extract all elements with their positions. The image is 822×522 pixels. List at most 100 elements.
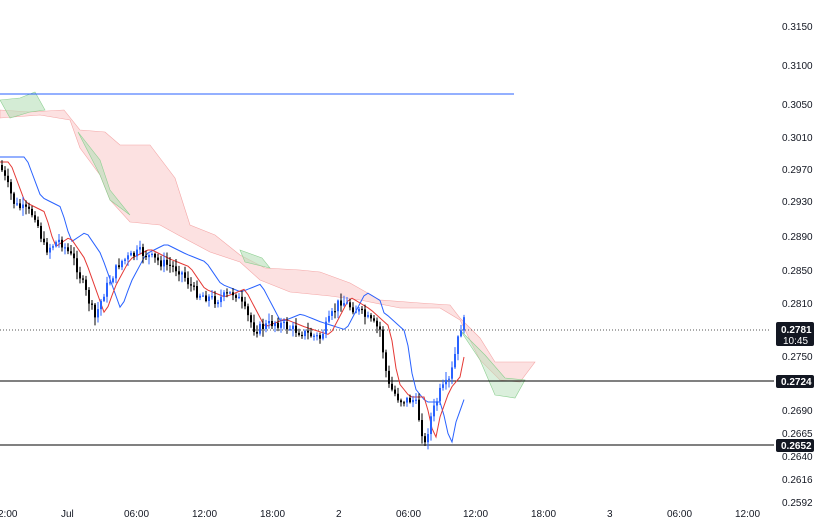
candle-body bbox=[193, 285, 195, 287]
candle-body bbox=[403, 402, 405, 404]
candle-body bbox=[352, 307, 354, 313]
candle-body bbox=[106, 282, 108, 297]
candle-body bbox=[175, 266, 177, 272]
candle-body bbox=[121, 260, 123, 268]
candles bbox=[1, 160, 465, 450]
candle-body bbox=[43, 238, 45, 243]
y-tick: 0.2970 bbox=[782, 165, 813, 176]
level-badge-1 bbox=[776, 439, 814, 452]
candle-body bbox=[376, 320, 378, 327]
candle-body bbox=[97, 309, 99, 318]
candle-body bbox=[178, 271, 180, 275]
candle-body bbox=[361, 308, 363, 311]
candle-body bbox=[241, 296, 243, 302]
candle-body bbox=[55, 242, 57, 247]
candle-body bbox=[124, 259, 126, 261]
candle-body bbox=[145, 255, 147, 258]
candle-body bbox=[91, 303, 93, 305]
candle-body bbox=[28, 206, 30, 209]
candle-body bbox=[16, 203, 18, 205]
candle-body bbox=[40, 225, 42, 239]
candle-body bbox=[1, 165, 3, 171]
last-price-badge bbox=[776, 322, 814, 346]
candle-body bbox=[130, 252, 132, 256]
x-tick: 2 bbox=[336, 509, 342, 520]
candle-body bbox=[301, 334, 303, 337]
candle-body bbox=[205, 295, 207, 301]
candle-body bbox=[148, 255, 150, 258]
candle-body bbox=[88, 289, 90, 304]
candle-body bbox=[406, 397, 408, 403]
candle-body bbox=[166, 259, 168, 265]
candle-body bbox=[247, 306, 249, 316]
candle-body bbox=[292, 325, 294, 330]
last-price-value: 0.2781 bbox=[781, 325, 812, 336]
x-tick: 12:00 bbox=[463, 509, 488, 520]
candle-body bbox=[85, 279, 87, 290]
candle-body bbox=[19, 203, 21, 209]
horizontal-levels bbox=[0, 380, 774, 446]
candle-body bbox=[262, 323, 264, 330]
candle-body bbox=[427, 434, 429, 443]
x-tick: 12:00 bbox=[192, 509, 217, 520]
candle-body bbox=[304, 330, 306, 337]
y-tick: 0.3050 bbox=[782, 100, 813, 111]
candle-body bbox=[61, 239, 63, 248]
candle-body bbox=[154, 253, 156, 258]
cloud-bull bbox=[239, 249, 271, 269]
candle-body bbox=[100, 300, 102, 310]
candle-body bbox=[430, 416, 432, 435]
candle-body bbox=[217, 302, 219, 305]
candle-body bbox=[37, 219, 39, 226]
candle-body bbox=[235, 295, 237, 298]
candle-body bbox=[316, 335, 318, 337]
candle-body bbox=[244, 301, 246, 307]
candle-body bbox=[190, 284, 192, 286]
candle-body bbox=[463, 317, 465, 331]
x-tick: 2:00 bbox=[0, 509, 18, 520]
y-tick: 0.2592 bbox=[782, 498, 813, 509]
candle-body bbox=[22, 204, 24, 209]
candle-body bbox=[115, 265, 117, 279]
candle-body bbox=[409, 397, 411, 403]
candle-body bbox=[283, 321, 285, 324]
candle-body bbox=[313, 335, 315, 337]
candle-body bbox=[379, 326, 381, 330]
candle-body bbox=[82, 278, 84, 280]
candle-body bbox=[442, 384, 444, 388]
candle-body bbox=[223, 292, 225, 297]
price-axis[interactable]: 0.3150 0.3100 0.3050 0.3010 0.2970 0.293… bbox=[776, 22, 814, 509]
candle-body bbox=[46, 242, 48, 253]
candle-body bbox=[382, 329, 384, 353]
kijun-line bbox=[0, 156, 465, 444]
candle-body bbox=[226, 292, 228, 294]
y-tick: 0.2665 bbox=[782, 429, 813, 440]
candle-body bbox=[79, 272, 81, 279]
candle-body bbox=[436, 401, 438, 406]
y-tick: 0.2890 bbox=[782, 232, 813, 243]
time-axis[interactable]: 2:00 Jul 06:00 12:00 18:00 2 06:00 12:00… bbox=[0, 509, 760, 520]
candle-body bbox=[364, 309, 366, 317]
candle-body bbox=[412, 399, 414, 403]
y-tick: 0.2616 bbox=[782, 475, 813, 486]
x-tick: 18:00 bbox=[531, 509, 556, 520]
candle-body bbox=[454, 353, 456, 368]
level-badge-0 bbox=[776, 375, 814, 388]
candle-body bbox=[34, 215, 36, 220]
candle-body bbox=[388, 370, 390, 384]
tenkan-line bbox=[0, 161, 465, 439]
candle-body bbox=[337, 300, 339, 312]
candle-body bbox=[139, 247, 141, 250]
candle-body bbox=[298, 332, 300, 335]
candle-body bbox=[421, 420, 423, 437]
candle-body bbox=[331, 311, 333, 316]
candle-body bbox=[445, 379, 447, 385]
candle-body bbox=[181, 272, 183, 275]
candle-body bbox=[310, 332, 312, 337]
cloud-bull bbox=[77, 131, 131, 216]
x-tick: 3 bbox=[607, 509, 613, 520]
candle-body bbox=[346, 302, 348, 304]
y-tick: 0.2850 bbox=[782, 266, 813, 277]
candle-body bbox=[10, 182, 12, 194]
